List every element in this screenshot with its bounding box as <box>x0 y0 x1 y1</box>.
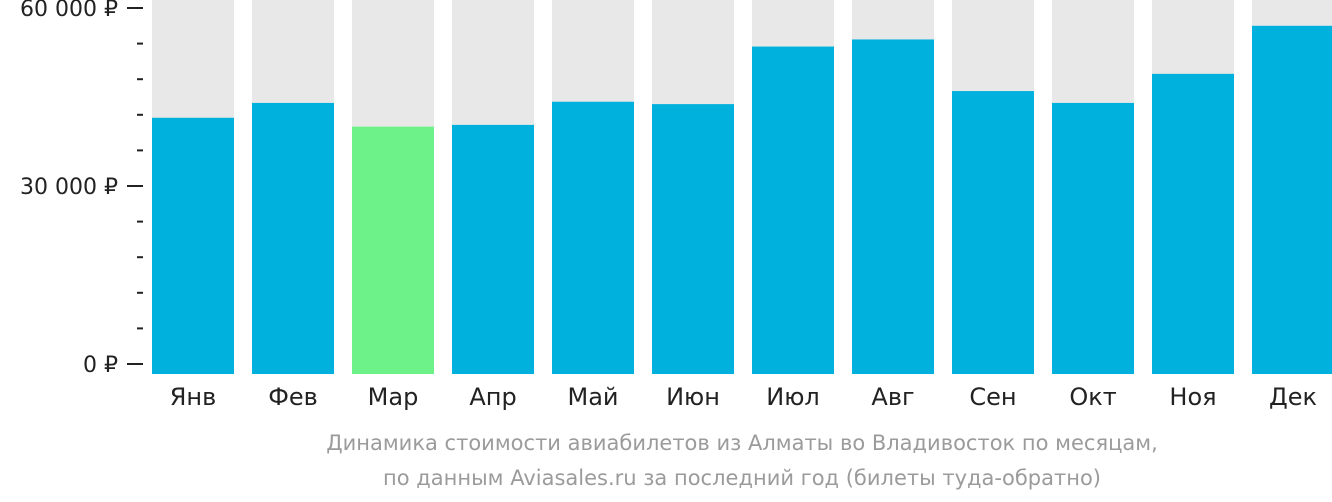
y-tick-label-1: 0 ₽ <box>83 353 118 378</box>
x-tick-label-3: Мар <box>368 383 419 411</box>
bar-1[interactable] <box>152 117 234 375</box>
bar-9[interactable] <box>952 91 1034 375</box>
y-tick-label-3: 60 000 ₽ <box>20 0 118 22</box>
bar-2[interactable] <box>252 102 334 374</box>
bar-5[interactable] <box>552 101 634 374</box>
bar-10[interactable] <box>1052 102 1134 374</box>
bar-8[interactable] <box>852 39 934 375</box>
x-tick-label-2: Фев <box>268 383 318 411</box>
bar-7[interactable] <box>752 46 834 375</box>
x-axis-labels: Янв Фев Мар Апр Май Июн Июл Авг Сен Окт Ноя Дек <box>170 383 1317 411</box>
bar-11[interactable] <box>1152 73 1234 375</box>
x-tick-label-6: Июн <box>666 383 720 411</box>
bar-6[interactable] <box>652 104 734 375</box>
chart-caption-line-1: Динамика стоимости авиабилетов из Алматы… <box>326 431 1158 455</box>
x-tick-label-5: Май <box>567 383 618 411</box>
data-bars <box>152 25 1332 375</box>
y-tick-label-2: 30 000 ₽ <box>20 175 118 200</box>
x-tick-label-4: Апр <box>469 383 516 411</box>
x-tick-label-10: Окт <box>1069 383 1116 411</box>
bar-12[interactable] <box>1252 25 1332 375</box>
bar-4[interactable] <box>452 124 534 375</box>
y-axis: 0 ₽ 30 000 ₽ 60 000 ₽ <box>20 0 143 378</box>
price-chart: 0 ₽ 30 000 ₽ 60 000 ₽ Янв Фев Мар Апр Май Июн Ию… <box>20 0 1332 411</box>
bar-3[interactable] <box>352 126 434 375</box>
x-tick-label-9: Сен <box>969 383 1016 411</box>
x-tick-label-1: Янв <box>170 383 217 411</box>
x-tick-label-12: Дек <box>1269 383 1317 411</box>
x-tick-label-11: Ноя <box>1169 383 1216 411</box>
x-tick-label-8: Авг <box>871 383 914 411</box>
x-tick-label-7: Июл <box>766 383 820 411</box>
chart-caption-line-2: по данным Aviasales.ru за последний год … <box>383 466 1101 490</box>
